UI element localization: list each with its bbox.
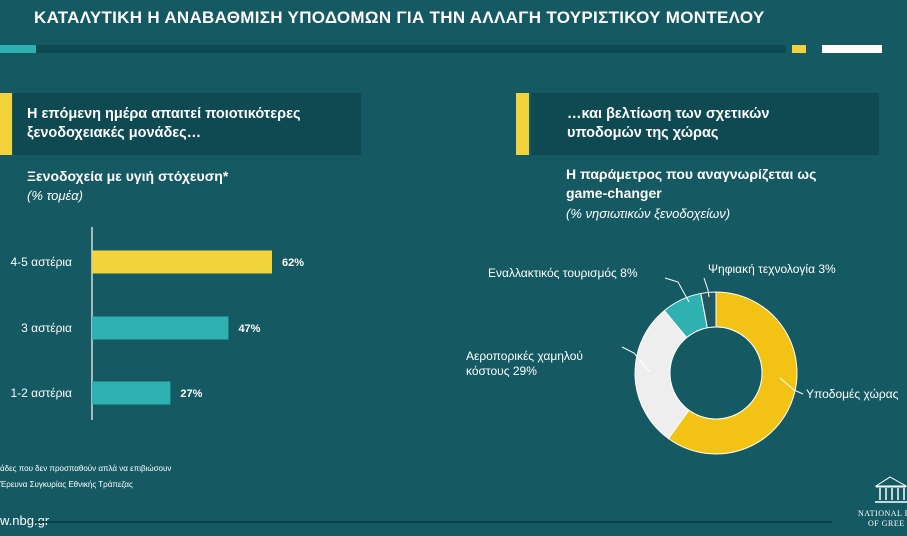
left-panel-header [13, 93, 361, 155]
top-bar-dark [36, 45, 786, 53]
pie-leader-lines [621, 277, 804, 395]
bar-2 [92, 381, 171, 405]
left-panel-header-text: Η επόμενη ημέρα απαιτεί ποιοτικότερες ξε… [27, 105, 301, 143]
pie-label-infrastructure: Υποδομές χώρας [806, 387, 899, 401]
right-chart-subtitle: Η παράμετρος που αναγνωρίζεται ως game-c… [566, 165, 816, 203]
page-title: ΚΑΤΑΛΥΤΙΚΗ Η ΑΝΑΒΑΘΜΙΣΗ ΥΠΟΔΟΜΩΝ ΓΙΑ ΤΗΝ… [34, 8, 765, 27]
right-header-line-2: υποδομών της χώρας [567, 125, 719, 141]
website-link[interactable]: w.nbg.gr [0, 513, 50, 528]
left-chart-subtitle: Ξενοδοχεία με υγιή στόχευση* [27, 168, 229, 184]
bar-category-label: 3 αστέρια [21, 321, 72, 335]
right-chart-note: (% νησιωτικών ξενοδοχείων) [566, 206, 731, 221]
bank-building-icon [874, 476, 907, 503]
bar-0 [92, 250, 272, 274]
donut-hole [669, 326, 763, 420]
top-bar-white [822, 45, 882, 53]
footer-line [34, 521, 832, 523]
pie-label-airlines-line-1: Αεροπορικές χαμηλού [466, 349, 583, 363]
top-bar-teal [0, 45, 36, 53]
pie-label-digital: Ψηφιακή τεχνολογία 3% [708, 262, 836, 276]
bar-1 [92, 316, 229, 340]
donut-chart: Εναλλακτικός τουρισμός 8% Ψηφιακή τεχνολ… [466, 262, 899, 455]
left-chart-note: (% τομέα) [27, 188, 83, 203]
right-subtitle-line-1: Η παράμετρος που αναγνωρίζεται ως [566, 166, 817, 182]
footnote-1: άδες που δεν προσπαθούν απλά να επιβιώσο… [0, 464, 172, 473]
leader-line-alternative [664, 277, 690, 303]
pie-label-airlines-line-2: κόστους 29% [466, 364, 537, 378]
leader-line-infrastructure [779, 377, 804, 395]
footnote-2: Έρευνα Συγκυρίας Εθνικής Τράπεζας [0, 480, 133, 489]
bar-category-label: 1-2 αστέρια [10, 386, 72, 400]
top-bar-yellow [792, 45, 806, 53]
pie-label-alternative: Εναλλακτικός τουρισμός 8% [488, 266, 638, 280]
logo-text-line-2: OF GREE [868, 519, 905, 528]
leader-line-digital [703, 277, 710, 298]
right-panel-accent [516, 93, 529, 155]
left-header-line-1: Η επόμενη ημέρα απαιτεί ποιοτικότερες [27, 106, 301, 122]
leader-line-airlines [621, 346, 651, 373]
right-subtitle-line-2: game-changer [566, 185, 662, 201]
left-header-line-2: ξενοδοχειακές μονάδες… [27, 125, 202, 141]
right-header-line-1: …και βελτίωση των σχετικών [567, 106, 770, 122]
bar-value-label: 47% [238, 323, 260, 335]
right-panel-header [531, 93, 879, 155]
bar-category-label: 4-5 αστέρια [10, 255, 72, 269]
logo-text-line-1: NATIONAL B [858, 509, 907, 518]
right-panel-header-text: …και βελτίωση των σχετικών υποδομών της … [567, 105, 769, 143]
left-panel-accent [0, 93, 12, 155]
bar-value-label: 62% [282, 257, 304, 269]
bar-chart: 4-5 αστέρια 62% 3 αστέρια 47% 1-2 αστέρια 27% [10, 227, 304, 420]
bar-value-label: 27% [180, 388, 202, 400]
